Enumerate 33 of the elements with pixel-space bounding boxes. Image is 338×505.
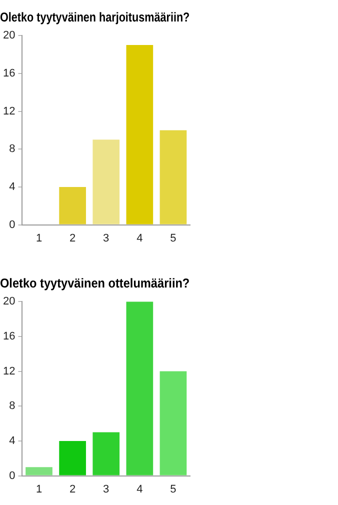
bar bbox=[126, 302, 154, 476]
x-tick-label: 5 bbox=[170, 232, 176, 244]
y-tick-label: 12 bbox=[2, 105, 16, 118]
y-tick-label: 4 bbox=[9, 434, 16, 447]
bar bbox=[26, 467, 52, 476]
y-tick-label: 20 bbox=[2, 30, 16, 42]
x-tick-label: 4 bbox=[136, 483, 143, 496]
y-tick-label: 0 bbox=[9, 470, 16, 482]
x-tick-label: 2 bbox=[70, 232, 76, 244]
bar bbox=[59, 440, 86, 476]
y-tick-label: 8 bbox=[9, 400, 16, 412]
bar bbox=[92, 432, 120, 476]
y-tick-label: 12 bbox=[2, 365, 16, 378]
y-tick-label: 16 bbox=[2, 330, 16, 342]
chart-title: Oletko tyytyväinen ottelumääriin? bbox=[0, 276, 190, 291]
y-tick-label: 4 bbox=[9, 180, 16, 193]
y-tick-label: 20 bbox=[2, 296, 16, 308]
y-tick-label: 0 bbox=[9, 218, 16, 231]
x-tick-label: 5 bbox=[170, 483, 176, 496]
x-tick-label: 1 bbox=[36, 483, 42, 496]
x-tick-label: 2 bbox=[70, 483, 76, 496]
y-tick-label: 16 bbox=[2, 67, 16, 80]
bar bbox=[59, 186, 86, 224]
bar bbox=[160, 371, 187, 476]
x-tick-label: 4 bbox=[136, 232, 143, 244]
chart-title: Oletko tyytyväinen harjoitusmääriin? bbox=[0, 9, 190, 25]
bar bbox=[126, 45, 154, 224]
y-tick-label: 8 bbox=[9, 143, 16, 156]
bar bbox=[92, 140, 120, 224]
bar bbox=[160, 130, 187, 224]
x-tick-label: 1 bbox=[36, 232, 42, 244]
x-tick-label: 3 bbox=[103, 232, 110, 244]
x-tick-label: 3 bbox=[103, 483, 110, 496]
